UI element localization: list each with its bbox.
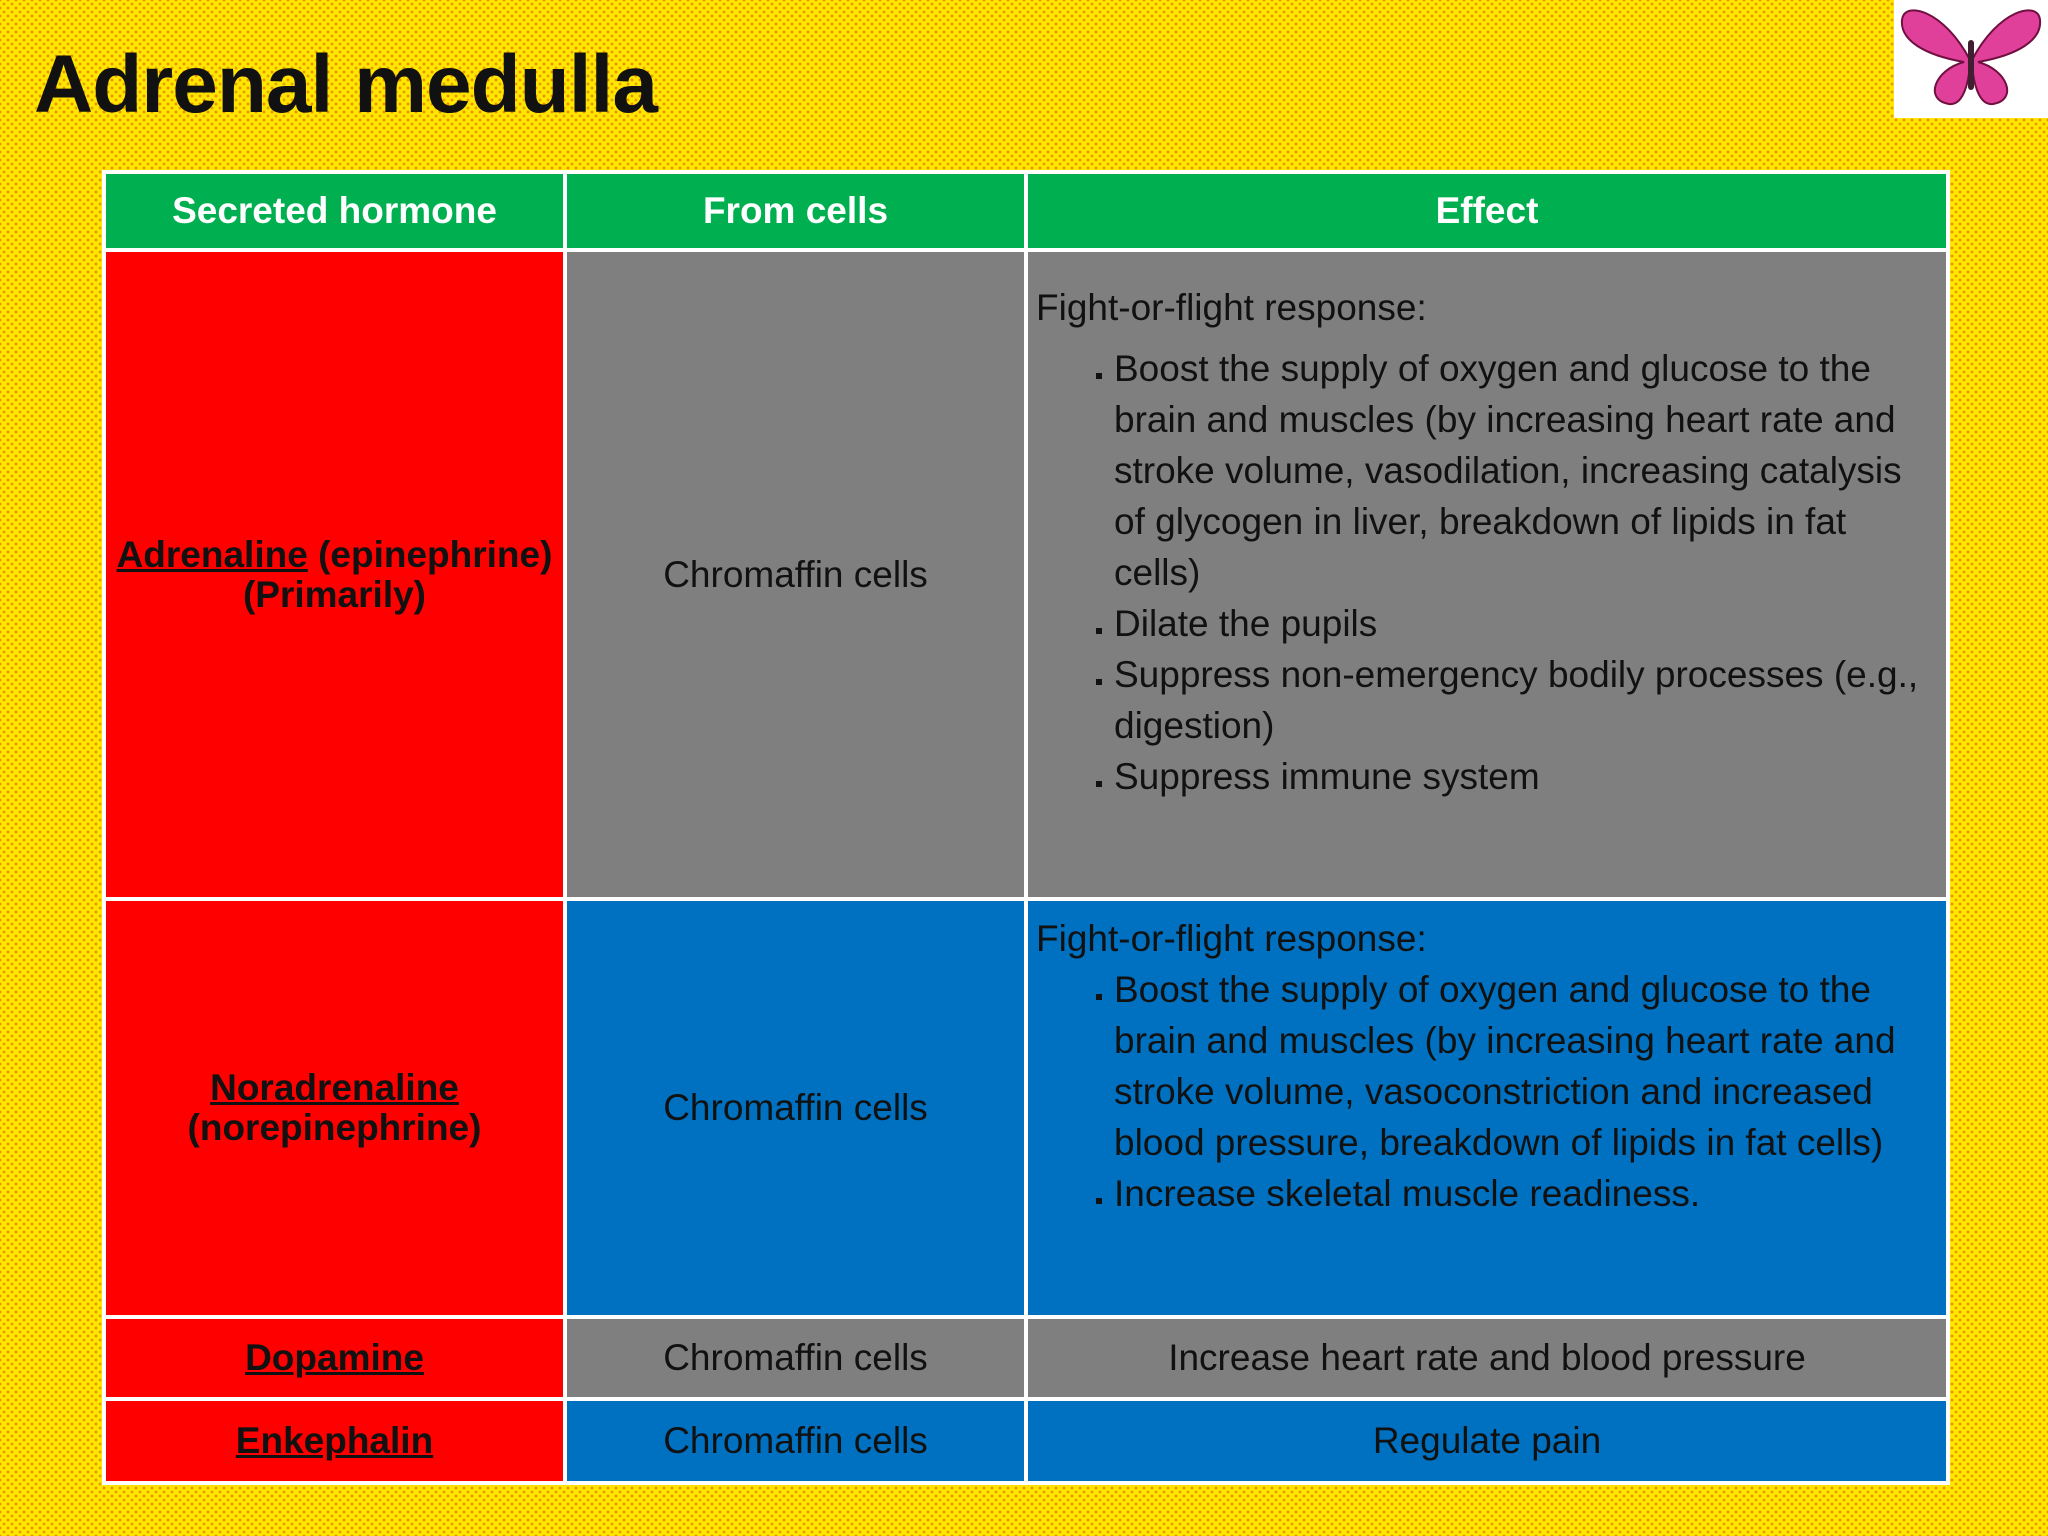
cells-cell: Chromaffin cells [563,1315,1028,1401]
hormone-cell: Dopamine [102,1315,567,1401]
hormone-cell: Adrenaline (epinephrine) (Primarily) [102,248,567,901]
hormone-cell: Enkephalin [102,1397,567,1485]
table-row: Enkephalin Chromaffin cells Regulate pai… [102,1397,1950,1485]
hormone-cell: Noradrenaline (norepinephrine) [102,897,567,1319]
hormone-table: Secreted hormone From cells Effect Adren… [102,170,1950,1485]
effect-bullet: Suppress immune system [1114,751,1938,802]
effect-cell: Fight-or-flight response: Boost the supp… [1024,897,1950,1319]
effect-intro: Fight-or-flight response: [1036,287,1427,328]
header-cell: From cells [563,170,1028,252]
effect-cell: Increase heart rate and blood pressure [1024,1315,1950,1401]
butterfly-icon [1894,0,2048,118]
effect-bullet: Increase skeletal muscle readiness. [1114,1168,1938,1219]
effect-cell: Regulate pain [1024,1397,1950,1485]
hormone-name: Adrenaline [116,533,308,575]
header-row: Secreted hormone From cells Effect [102,170,1950,252]
header-cell: Effect [1024,170,1950,252]
table-row: Noradrenaline (norepinephrine) Chromaffin… [102,897,1950,1319]
effect-bullet: Boost the supply of oxygen and glucose t… [1114,343,1938,598]
cells-cell: Chromaffin cells [563,897,1028,1319]
cells-cell: Chromaffin cells [563,248,1028,901]
effect-bullet: Dilate the pupils [1114,598,1938,649]
hormone-name: Dopamine [245,1337,424,1378]
effect-bullet: Suppress non-emergency bodily processes … [1114,649,1938,751]
effect-list: Boost the supply of oxygen and glucose t… [1036,343,1938,802]
slide-title: Adrenal medulla [34,39,658,130]
hormone-note: (epinephrine) (Primarily) [242,533,553,615]
effect-intro: Fight-or-flight response: [1036,918,1427,959]
effect-bullet: Boost the supply of oxygen and glucose t… [1114,964,1938,1168]
hormone-name: Noradrenaline [210,1067,459,1108]
effect-list: Boost the supply of oxygen and glucose t… [1036,964,1938,1219]
header-cell: Secreted hormone [102,170,567,252]
table-row: Dopamine Chromaffin cells Increase heart… [102,1315,1950,1401]
hormone-note: (norepinephrine) [187,1107,482,1148]
effect-cell: Fight-or-flight response: Boost the supp… [1024,248,1950,901]
table-row: Adrenaline (epinephrine) (Primarily) Chr… [102,248,1950,901]
hormone-name: Enkephalin [235,1420,434,1461]
cells-cell: Chromaffin cells [563,1397,1028,1485]
